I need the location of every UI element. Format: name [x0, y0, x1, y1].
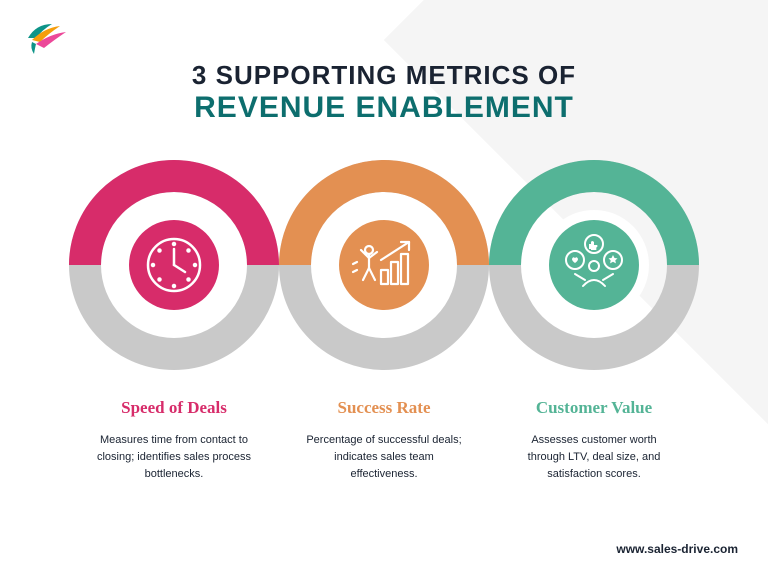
ring-success	[279, 160, 489, 370]
metric-value: Customer Value Assesses customer worth t…	[484, 160, 704, 483]
metric-title-speed: Speed of Deals	[121, 398, 227, 418]
metric-desc-speed: Measures time from contact to closing; i…	[94, 432, 254, 483]
metric-desc-success: Percentage of successful deals; indicate…	[304, 432, 464, 483]
title-line-2: REVENUE ENABLEMENT	[0, 91, 768, 125]
metric-title-success: Success Rate	[337, 398, 430, 418]
footer-url: www.sales-drive.com	[616, 542, 738, 556]
metric-success: Success Rate Percentage of successful de…	[274, 160, 494, 483]
ring-speed	[69, 160, 279, 370]
metric-speed: Speed of Deals Measures time from contac…	[64, 160, 284, 483]
page-title: 3 SUPPORTING METRICS OF REVENUE ENABLEME…	[0, 60, 768, 125]
brand-logo	[22, 18, 68, 63]
metrics-row: Speed of Deals Measures time from contac…	[69, 160, 699, 483]
metric-title-value: Customer Value	[536, 398, 652, 418]
metric-desc-value: Assesses customer worth through LTV, dea…	[514, 432, 674, 483]
title-line-1: 3 SUPPORTING METRICS OF	[0, 60, 768, 91]
ring-value	[489, 160, 699, 370]
